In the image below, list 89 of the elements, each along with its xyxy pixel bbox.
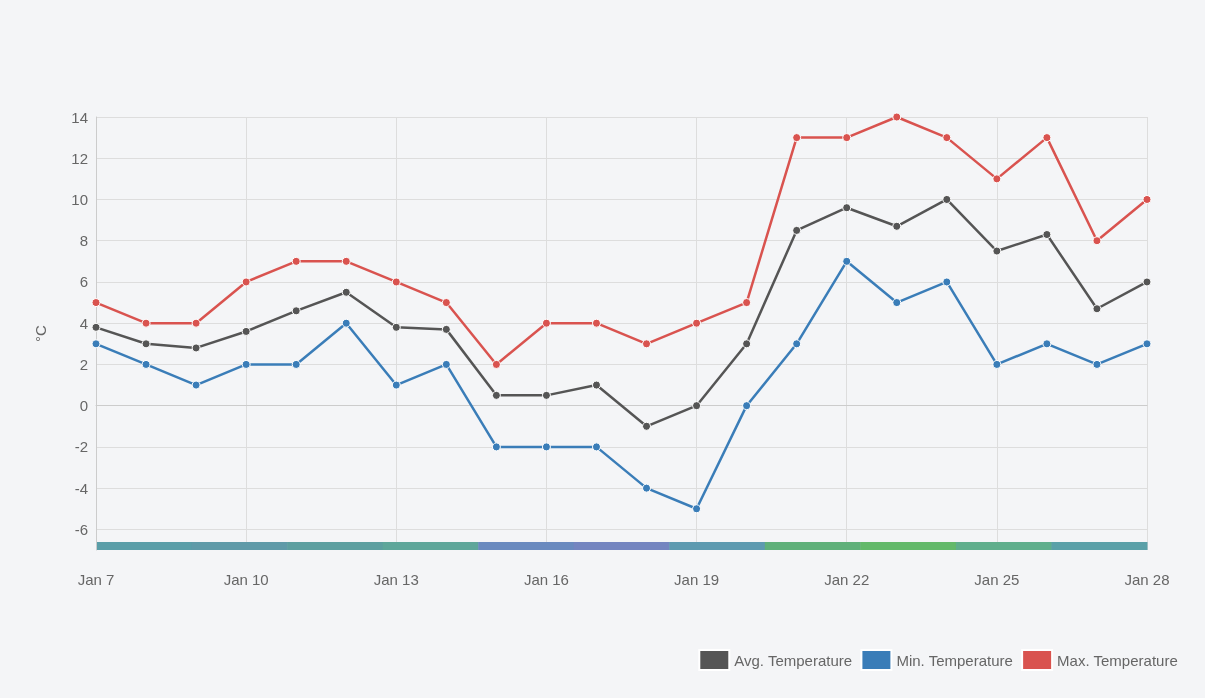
point <box>91 298 101 308</box>
x-tick-label: Jan 22 <box>824 571 870 588</box>
x-tick-label: Jan 25 <box>974 571 1020 588</box>
y-axis-title: °C <box>32 324 49 342</box>
point <box>992 174 1002 184</box>
y-tick-label: 14 <box>71 108 88 126</box>
point <box>642 339 652 349</box>
point <box>1042 230 1052 240</box>
point <box>792 133 802 143</box>
point <box>842 203 852 213</box>
point <box>792 225 802 235</box>
point <box>241 359 251 369</box>
point <box>591 318 601 328</box>
point <box>491 359 501 369</box>
legend-label: Min. Temperature <box>896 651 1013 669</box>
point <box>692 504 702 514</box>
y-tick-label: 4 <box>79 314 88 332</box>
point <box>942 277 952 287</box>
point <box>91 339 101 349</box>
point <box>642 483 652 493</box>
legend-label: Max. Temperature <box>1057 651 1178 669</box>
point <box>441 324 451 334</box>
point <box>892 298 902 308</box>
point <box>491 390 501 400</box>
point <box>541 442 551 452</box>
point <box>191 343 201 353</box>
point <box>591 380 601 390</box>
y-tick-label: -2 <box>74 438 88 456</box>
point <box>391 277 401 287</box>
point <box>1092 359 1102 369</box>
point <box>191 380 201 390</box>
point <box>441 359 451 369</box>
point <box>1142 194 1152 204</box>
x-tick-label: Jan 7 <box>77 571 115 588</box>
x-tick-label: Jan 19 <box>674 571 720 588</box>
point <box>792 339 802 349</box>
point <box>892 112 902 122</box>
point <box>742 401 752 411</box>
point <box>742 298 752 308</box>
point <box>642 421 652 431</box>
point <box>341 318 351 328</box>
point <box>942 194 952 204</box>
point <box>541 318 551 328</box>
point <box>291 256 301 266</box>
point <box>992 359 1002 369</box>
point <box>942 133 952 143</box>
point <box>1092 304 1102 314</box>
point <box>1042 339 1052 349</box>
point <box>191 318 201 328</box>
x-tick-label: Jan 28 <box>1124 571 1170 588</box>
y-tick-label: 6 <box>79 273 88 291</box>
point <box>692 401 702 411</box>
point <box>391 322 401 332</box>
point <box>892 221 902 231</box>
point <box>391 380 401 390</box>
point <box>842 133 852 143</box>
point <box>541 390 551 400</box>
point <box>742 339 752 349</box>
point <box>341 256 351 266</box>
x-tick-label: Jan 10 <box>223 571 269 588</box>
point <box>441 298 451 308</box>
y-tick-label: -6 <box>74 520 88 538</box>
point <box>91 322 101 332</box>
y-tick-label: -4 <box>74 479 88 497</box>
point <box>241 277 251 287</box>
point <box>1142 277 1152 287</box>
point <box>141 339 151 349</box>
legend-label: Avg. Temperature <box>734 651 853 669</box>
point <box>141 318 151 328</box>
point <box>1092 236 1102 246</box>
x-tick-label: Jan 13 <box>373 571 419 588</box>
point <box>842 256 852 266</box>
point <box>291 306 301 316</box>
y-tick-label: 0 <box>79 397 88 415</box>
point <box>491 442 501 452</box>
y-tick-label: 2 <box>79 355 88 373</box>
point <box>692 318 702 328</box>
point <box>992 246 1002 256</box>
point <box>1042 133 1052 143</box>
point <box>291 359 301 369</box>
point <box>1142 339 1152 349</box>
y-tick-label: 12 <box>71 149 88 167</box>
y-tick-label: 10 <box>71 190 88 208</box>
x-tick-label: Jan 16 <box>523 571 569 588</box>
point <box>241 326 251 336</box>
y-tick-label: 8 <box>79 232 88 250</box>
point <box>591 442 601 452</box>
point <box>341 287 351 297</box>
point <box>141 359 151 369</box>
